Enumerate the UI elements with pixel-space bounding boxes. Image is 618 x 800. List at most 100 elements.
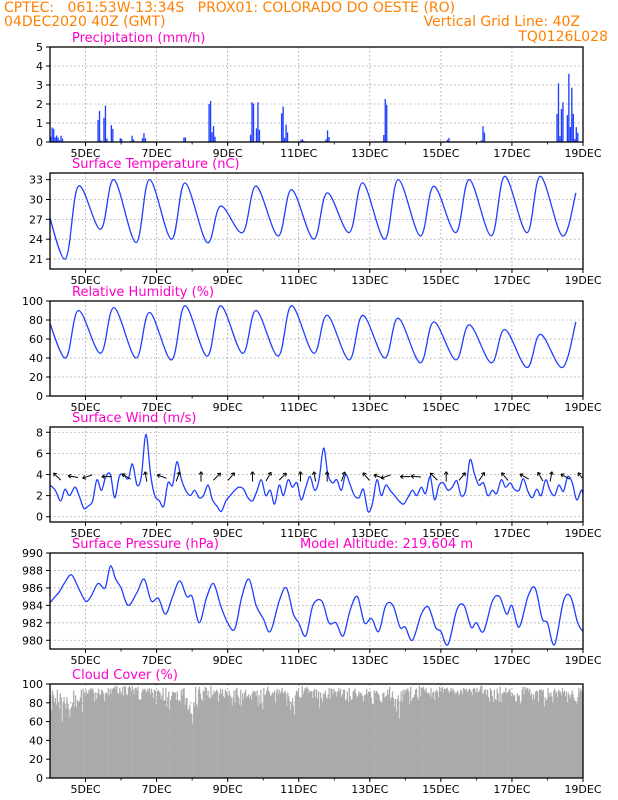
cloud-bar	[232, 697, 234, 778]
cloud-bar	[157, 689, 159, 778]
cloud-bar	[555, 693, 557, 778]
cloud-bar	[514, 700, 517, 778]
cloud-bar	[85, 689, 87, 778]
xtick-label: 17DEC	[493, 783, 530, 796]
wind-arrow	[560, 473, 570, 480]
cloud-bar	[424, 691, 426, 778]
cloud-bar	[505, 687, 507, 778]
wind-arrow-head	[298, 471, 301, 475]
cloud-bar	[272, 693, 275, 778]
cloud-bar	[427, 692, 429, 778]
cloud-bar	[296, 692, 299, 778]
cloud-bar	[167, 697, 169, 778]
xtick-label: 11DEC	[280, 274, 317, 287]
series-line	[50, 175, 577, 260]
wind-arrow-head	[443, 471, 447, 475]
ytick-label: 2	[36, 98, 43, 111]
cloud-bar	[55, 704, 58, 778]
cloud-bar	[502, 693, 504, 778]
cloud-bar	[285, 693, 287, 778]
cloud-bar	[293, 715, 296, 778]
cloud-bar	[103, 700, 106, 778]
cloud-bar	[146, 692, 148, 778]
precip-bar	[51, 127, 53, 142]
wind-arrow-shaft	[68, 475, 79, 478]
cloud-bar	[268, 692, 271, 778]
cloud-bar	[208, 697, 210, 778]
wind-arrow-head	[326, 471, 330, 475]
cloud-bar	[513, 695, 516, 778]
cloud-bar	[465, 688, 468, 778]
wind-arrow-shaft	[213, 472, 221, 481]
cloud-bar	[219, 694, 221, 778]
wind-arrow-head	[537, 471, 542, 475]
wind-arrow-shaft	[501, 472, 509, 481]
cloud-bar	[122, 686, 124, 778]
precip-bar	[119, 138, 121, 142]
cloud-bar	[337, 691, 339, 778]
cloud-bar	[307, 688, 309, 778]
xtick-label: 9DEC	[213, 147, 243, 160]
cloud-bar	[388, 694, 390, 778]
cloud-bar	[255, 696, 257, 778]
ytick-label: 30	[29, 193, 43, 206]
cloud-bar	[181, 695, 183, 778]
cloud-bar	[312, 698, 314, 778]
xtick-label: 5DEC	[70, 654, 100, 667]
cloud-bar	[147, 691, 150, 778]
precip-bar	[54, 137, 56, 142]
cloud-bar	[543, 706, 545, 778]
cloud-bar	[343, 689, 346, 778]
cloud-bar	[449, 690, 451, 778]
precip-bar	[556, 113, 558, 142]
xtick-label: 5DEC	[70, 274, 100, 287]
cloud-bar	[191, 714, 193, 778]
cloud-bar	[287, 692, 289, 778]
cloud-bar	[125, 694, 128, 778]
cloud-bar	[439, 691, 442, 778]
cloud-bar	[495, 699, 497, 778]
cloud-bar	[403, 694, 405, 778]
cloud-bar	[303, 690, 305, 778]
wind-arrow-head	[121, 473, 125, 478]
cloud-bar	[211, 697, 213, 778]
cloud-bar	[228, 690, 230, 778]
cloud-bar	[522, 686, 524, 778]
cloud-bar	[93, 692, 95, 778]
cloud-bar	[259, 703, 261, 778]
cloud-bar	[345, 699, 348, 778]
cloud-bar	[198, 686, 201, 778]
cloud-bar	[188, 708, 190, 778]
series-layer	[50, 565, 583, 646]
cloud-bar	[497, 693, 499, 778]
cloud-bar	[64, 703, 66, 778]
precip-bar	[144, 138, 147, 142]
cloud-bar	[201, 700, 203, 778]
cloud-bar	[223, 698, 226, 778]
cloud-bar	[578, 687, 580, 778]
cloud-bar	[442, 692, 445, 778]
cloud-bar	[475, 692, 477, 778]
cloud-bar	[510, 692, 512, 778]
cloud-bar	[174, 692, 177, 778]
cloud-bar	[134, 687, 136, 778]
cloud-bar	[566, 702, 568, 778]
cloud-bar	[335, 691, 337, 778]
cloud-bar	[364, 695, 366, 778]
precip-bar	[98, 111, 101, 142]
cloud-bar	[486, 695, 488, 778]
cloud-bar	[97, 693, 99, 778]
cloud-bar	[277, 694, 279, 778]
wind-arrow	[410, 474, 422, 479]
cloud-bar	[197, 689, 200, 778]
wind-arrow	[265, 471, 272, 482]
wind-arrow-shaft	[519, 473, 529, 480]
cloud-bar	[367, 691, 370, 778]
cloud-bar	[405, 691, 407, 778]
cloud-bar	[127, 687, 130, 778]
precip-bar	[480, 140, 483, 142]
cloud-bar	[135, 687, 137, 778]
cloud-bar	[579, 692, 581, 778]
cloud-bar	[260, 689, 262, 778]
cloud-bar	[467, 690, 470, 778]
